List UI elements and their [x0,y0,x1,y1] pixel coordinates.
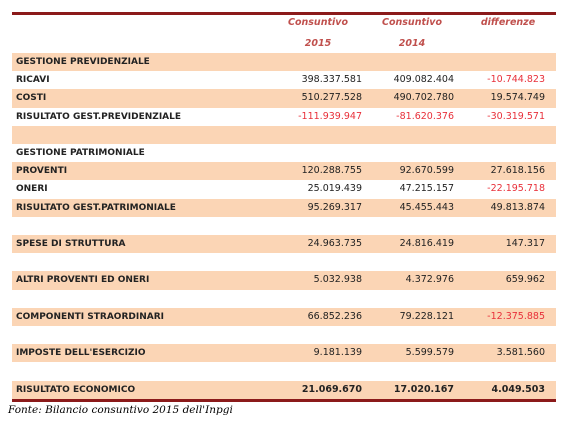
cell-value: 120.288.755 [301,165,362,177]
row-label: SPESE DI STRUTTURA [16,239,126,249]
row-label: COSTI [16,93,47,104]
cell-value: -111.939.947 [298,110,362,122]
row-label: RISULTATO GEST.PREVIDENZIALE [16,111,182,122]
column-header: differenze [480,17,536,28]
cell-value: -81.620.376 [396,110,454,122]
cell-value: 79.228.121 [399,310,454,322]
cell-value: 510.277.528 [301,92,362,104]
cell-value: -12.375.885 [487,310,545,322]
row-label: ALTRI PROVENTI ED ONERI [16,275,150,286]
row-band [12,125,556,144]
row-label: GESTIONE PATRIMONIALE [16,148,145,158]
cell-value: 45.455.443 [399,201,454,213]
cell-value: 4.372.976 [405,274,454,286]
cell-value: 47.215.157 [399,183,454,195]
row-band [12,380,556,399]
row-label: RISULTATO ECONOMICO [16,384,136,395]
cell-value: 95.269.317 [307,201,362,213]
cell-value: 659.962 [505,274,545,286]
cell-value: 17.020.167 [393,383,454,395]
source-note: Fonte: Bilancio consuntivo 2015 dell'Inp… [8,404,233,416]
cell-value: 92.670.599 [399,165,454,177]
top-rule [12,12,556,15]
row-band [12,89,556,108]
row-band [12,53,556,72]
cell-value: 147.317 [505,238,545,249]
cell-value: 27.618.156 [490,165,545,177]
cell-value: 25.019.439 [307,183,362,195]
column-year: 2015 [304,38,332,49]
row-band [12,235,556,254]
row-band [12,344,556,363]
row-label: RISULTATO GEST.PATRIMONIALE [16,202,176,213]
cell-value: 5.599.579 [405,347,454,359]
cell-value: 24.816.419 [399,238,454,249]
cell-value: 24.963.735 [307,238,362,249]
cell-value: 409.082.404 [393,74,454,86]
row-label: IMPOSTE DELL'ESERCIZIO [16,348,146,359]
cell-value: 9.181.139 [313,347,362,359]
cell-value: -22.195.718 [487,183,545,195]
cell-value: 5.032.938 [313,274,362,286]
cell-value: 3.581.560 [496,347,545,359]
cell-value: 490.702.780 [393,92,454,104]
row-band [12,198,556,217]
cell-value: 4.049.503 [491,383,546,395]
column-year: 2014 [398,38,426,49]
row-label: RICAVI [16,75,50,86]
bottom-rule [12,398,556,402]
cell-value: 19.574.749 [490,92,545,104]
row-band [12,307,556,326]
cell-value: 66.852.236 [307,310,362,322]
row-label: ONERI [16,184,48,195]
cell-value: 49.813.874 [490,201,545,213]
row-label: COMPONENTI STRAORDINARI [16,311,164,322]
row-label: PROVENTI [16,166,68,177]
row-label: GESTIONE PREVIDENZIALE [16,57,150,67]
row-band [12,162,556,181]
cell-value: 398.337.581 [301,74,362,86]
cell-value: 21.069.670 [301,383,362,395]
column-header: Consuntivo [288,17,348,28]
cell-value: -30.319.571 [487,110,545,122]
row-band [12,271,556,290]
cell-value: -10.744.823 [487,74,545,86]
column-header: Consuntivo [382,17,442,28]
